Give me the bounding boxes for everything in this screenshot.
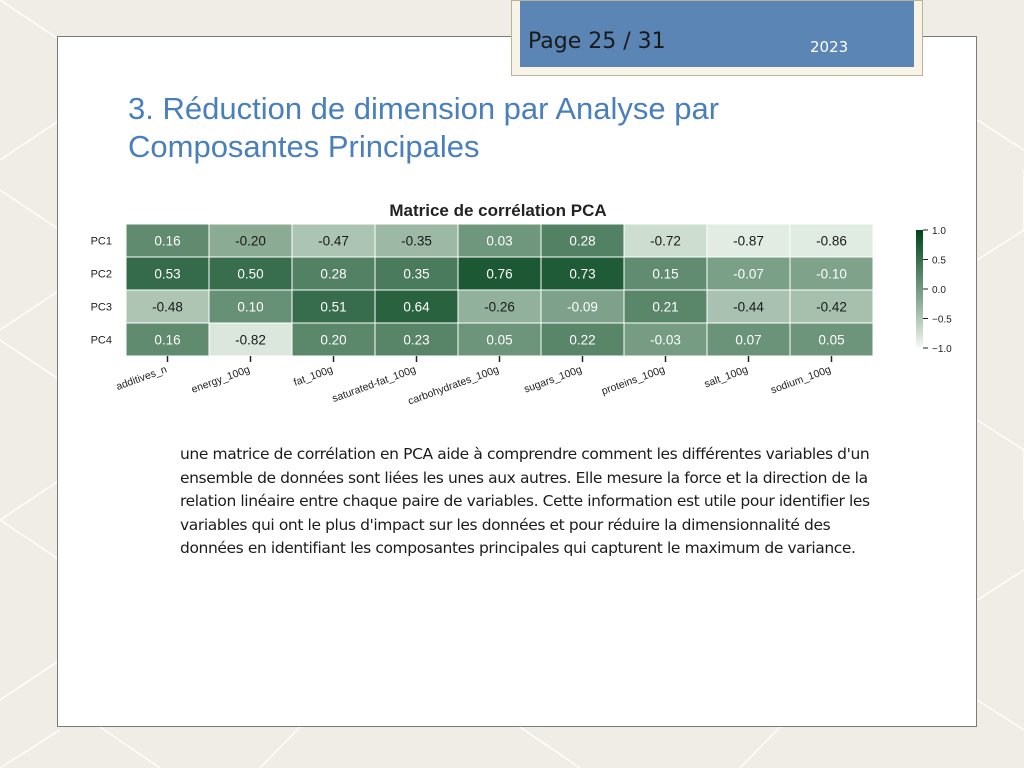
year-label: 2023 [810,38,849,56]
heatmap-cell [540,322,625,357]
chart-title: Matrice de corrélation PCA [389,201,606,220]
cell-value-label: 0.53 [154,267,180,282]
cell-value-label: 0.20 [320,333,346,348]
page-header-tab [511,0,923,76]
colorbar-tick-label: −0.5 [932,315,952,326]
cell-value-label: 0.28 [569,234,595,249]
cell-value-label: -0.03 [650,333,681,348]
cell-value-label: 0.22 [569,333,595,348]
cell-value-label: 0.05 [818,333,844,348]
colorbar-tick-label: 0.5 [932,256,946,267]
cell-value-label: -0.20 [235,234,266,249]
heatmap-cell [623,223,708,258]
cell-value-label: -0.42 [816,300,847,315]
heatmap-cell [706,322,791,357]
cell-value-label: -0.47 [318,234,349,249]
heatmap-cell [291,322,376,357]
cell-value-label: -0.86 [816,234,847,249]
heatmap-cell [374,256,459,291]
colorbar-tick-label: −1.0 [932,344,952,355]
row-label-pc3: PC3 [91,302,112,314]
column-label: saturated-fat_100g [331,363,418,404]
cell-value-label: 0.73 [569,267,595,282]
cell-value-label: -0.82 [235,333,266,348]
heatmap-cell [208,256,293,291]
cell-value-label: -0.72 [650,234,681,249]
slide-body-text: une matrice de corrélation en PCA aide à… [180,445,870,557]
slide-frame [57,36,977,727]
cell-value-label: 0.76 [486,267,512,282]
cell-value-label: 0.15 [652,267,678,282]
cell-value-label: 0.05 [486,333,512,348]
cell-value-label: 0.07 [735,333,761,348]
column-label: fat_100g [292,363,335,388]
row-label-pc4: PC4 [91,335,112,347]
heatmap-cell [125,223,210,258]
heatmap-cell [457,322,542,357]
page-header-band [520,1,914,67]
heatmap-cell [125,256,210,291]
heatmap-cell [789,289,874,324]
heatmap-cell [125,322,210,357]
cell-value-label: 0.50 [237,267,263,282]
column-label: additives_n [115,363,169,392]
slide-title: 3. Réduction de dimension par Analyse pa… [128,91,720,164]
colorbar-tick-label: 0.0 [932,285,946,296]
colorbar: 1.0 0.5 0.0 −0.5 −1.0 [916,226,952,355]
cell-value-label: 0.16 [154,234,180,249]
cell-value-label: -0.09 [567,300,598,315]
cell-value-label: 0.28 [320,267,346,282]
column-label: proteins_100g [600,363,667,397]
column-label: sodium_100g [769,363,832,396]
cell-value-label: 0.03 [486,234,512,249]
cell-value-label: -0.44 [733,300,764,315]
heatmap-cell [789,223,874,258]
heatmap-cell [706,256,791,291]
row-label-pc1: PC1 [91,236,112,248]
cell-value-label: 0.35 [403,267,429,282]
heatmap-cell [540,289,625,324]
cell-value-label: -0.10 [816,267,847,282]
heatmap-cell [540,256,625,291]
cell-value-label: 0.64 [403,300,430,315]
cell-value-label: 0.23 [403,333,429,348]
cell-value-label: 0.21 [652,300,678,315]
column-label: carbohydrates_100g [406,363,500,407]
cell-value-label: -0.07 [733,267,764,282]
cell-value-label: 0.10 [237,300,263,315]
cell-value-label: 0.16 [154,333,180,348]
heatmap-cell [208,223,293,258]
correlation-heatmap: Matrice de corrélation PCA PC1 0.16 -0.20 -… [91,201,953,408]
heatmap-cell [291,256,376,291]
cell-value-label: -0.87 [733,234,764,249]
cell-value-label: -0.48 [152,300,183,315]
colorbar-gradient [916,230,923,348]
page-number: Page 25 / 31 [528,29,666,54]
colorbar-tick-label: 1.0 [932,226,946,237]
cell-value-label: 0.51 [320,300,346,315]
column-label: energy_100g [190,363,252,395]
column-label: salt_100g [703,363,750,390]
heatmap-cell [706,289,791,324]
cell-value-label: -0.35 [401,234,432,249]
row-label-pc2: PC2 [91,269,112,281]
column-label: sugars_100g [522,363,583,395]
cell-value-label: -0.26 [484,300,515,315]
heatmap-cell [208,322,293,357]
heatmap-cell [125,289,210,324]
